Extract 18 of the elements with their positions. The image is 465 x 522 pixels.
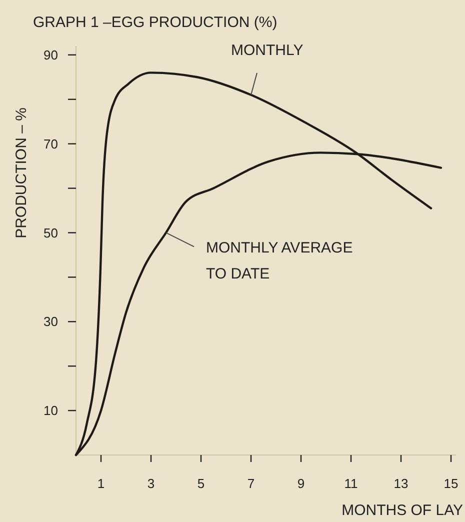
x-tick-label: 3 [147,476,155,491]
y-tick-label: 90 [44,47,58,62]
x-tick-label: 9 [297,476,305,491]
chart-title: GRAPH 1 –EGG PRODUCTION (%) [33,14,278,31]
y-tick-label: 50 [44,225,58,240]
y-tick-label: 30 [44,314,58,330]
x-axis-title: MONTHS OF LAY [342,502,463,519]
x-tick-label: 1 [97,476,105,491]
series-label: MONTHLY [231,42,304,59]
x-tick-label: 11 [344,476,358,491]
y-tick-label: 10 [44,403,58,418]
x-tick-label: 13 [394,476,408,491]
text: MONTHLY AVERAGE TO DATE [206,240,353,283]
x-tick-label: 5 [197,476,205,491]
x-tick-label: 15 [444,476,458,491]
y-axis-title: PRODUCTION – % [13,108,30,238]
y-tick-label: 70 [44,136,58,152]
x-tick-label: 7 [247,476,255,491]
